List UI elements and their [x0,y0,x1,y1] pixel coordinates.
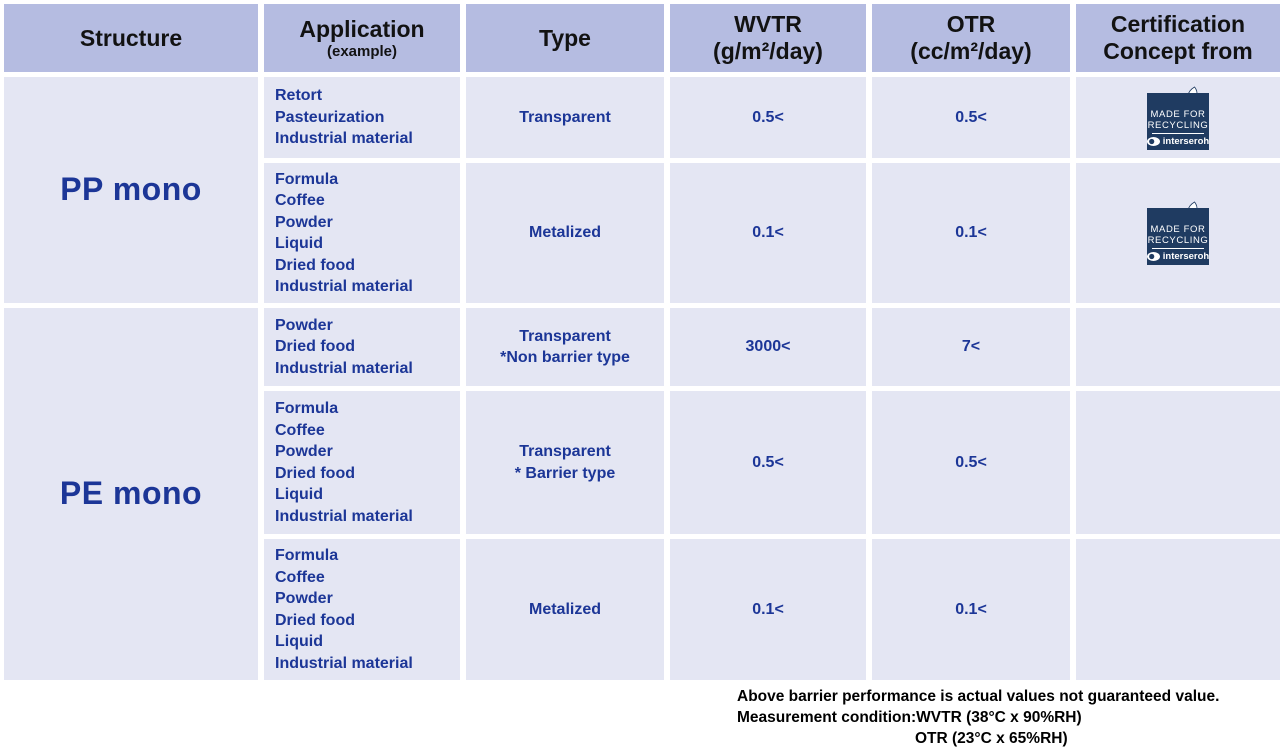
header-structure: Structure [4,4,258,72]
header-wvtr-label: WVTR [734,11,802,37]
logo-divider [1152,248,1204,249]
application-cell: Formula Coffee Powder Dried food Liquid … [264,391,460,534]
header-type: Type [466,4,664,72]
header-wvtr: WVTR (g/m²/day) [670,4,866,72]
header-certification-label: Certification [1110,11,1246,37]
type-cell: Metalized [466,539,664,680]
header-wvtr-unit: (g/m²/day) [713,38,823,64]
footnote: Above barrier performance is actual valu… [737,686,1219,748]
logo-text-line1: MADE FOR [1150,108,1206,120]
certification-cell-empty [1076,391,1280,534]
barrier-performance-table: Structure Application (example) Type WVT… [4,4,1280,680]
header-application-sublabel: (example) [326,43,398,60]
structure-pe-mono-label: PE mono [59,475,203,512]
header-structure-label: Structure [79,24,183,51]
header-application: Application (example) [264,4,460,72]
logo-divider [1152,132,1204,134]
logo-box: MADE FOR RECYCLING interseroh [1146,208,1210,265]
made-for-recycling-logo: MADE FOR RECYCLING interseroh [1146,86,1210,150]
logo-brand-name: interseroh [1162,135,1210,147]
certification-cell: MADE FOR RECYCLING interseroh [1076,163,1280,303]
type-cell: Transparent * Barrier type [466,391,664,534]
otr-cell: 0.1< [872,163,1070,303]
header-otr-label: OTR [946,11,996,37]
structure-cell-pp-mono: PP mono [4,77,258,303]
structure-cell-pe-mono: PE mono [4,308,258,680]
application-cell: Retort Pasteurization Industrial materia… [264,77,460,158]
wvtr-cell: 0.1< [670,163,866,303]
structure-pp-mono-label: PP mono [60,171,202,208]
otr-cell: 7< [872,308,1070,386]
interseroh-eye-icon [1146,136,1160,146]
otr-cell: 0.1< [872,539,1070,680]
logo-brand-name: interseroh [1162,251,1210,262]
logo-text-line2: RECYCLING [1147,235,1209,246]
otr-cell: 0.5< [872,391,1070,534]
footnote-line3: OTR (23°C x 65%RH) [915,730,1068,747]
logo-brand-row: interseroh [1146,251,1210,262]
type-cell: Metalized [466,163,664,303]
wvtr-cell: 0.5< [670,391,866,534]
header-certification: Certification Concept from [1076,4,1280,72]
wvtr-cell: 3000< [670,308,866,386]
header-certification-label2: Concept from [1103,38,1253,64]
wvtr-cell: 0.1< [670,539,866,680]
application-cell: Powder Dried food Industrial material [264,308,460,386]
application-cell: Formula Coffee Powder Liquid Dried food … [264,163,460,303]
header-otr-unit: (cc/m²/day) [910,38,1032,64]
logo-box: MADE FOR RECYCLING interseroh [1146,92,1210,150]
footnote-line1: Above barrier performance is actual valu… [737,688,1220,705]
logo-brand-row: interseroh [1146,135,1210,147]
interseroh-eye-icon [1146,252,1160,261]
certification-cell-empty [1076,308,1280,386]
logo-text-line2: RECYCLING [1147,119,1209,131]
footnote-line2: Measurement condition:WVTR (38°C x 90%RH… [737,709,1082,726]
application-cell: Formula Coffee Powder Dried food Liquid … [264,539,460,680]
made-for-recycling-logo: MADE FOR RECYCLING interseroh [1146,201,1210,265]
otr-cell: 0.5< [872,77,1070,158]
header-otr: OTR (cc/m²/day) [872,4,1070,72]
certification-cell: MADE FOR RECYCLING interseroh [1076,77,1280,158]
wvtr-cell: 0.5< [670,77,866,158]
certification-cell-empty [1076,539,1280,680]
header-application-label: Application [299,16,425,42]
logo-text-line1: MADE FOR [1150,224,1206,235]
type-cell: Transparent *Non barrier type [466,308,664,386]
type-cell: Transparent [466,77,664,158]
header-type-label: Type [539,24,591,51]
